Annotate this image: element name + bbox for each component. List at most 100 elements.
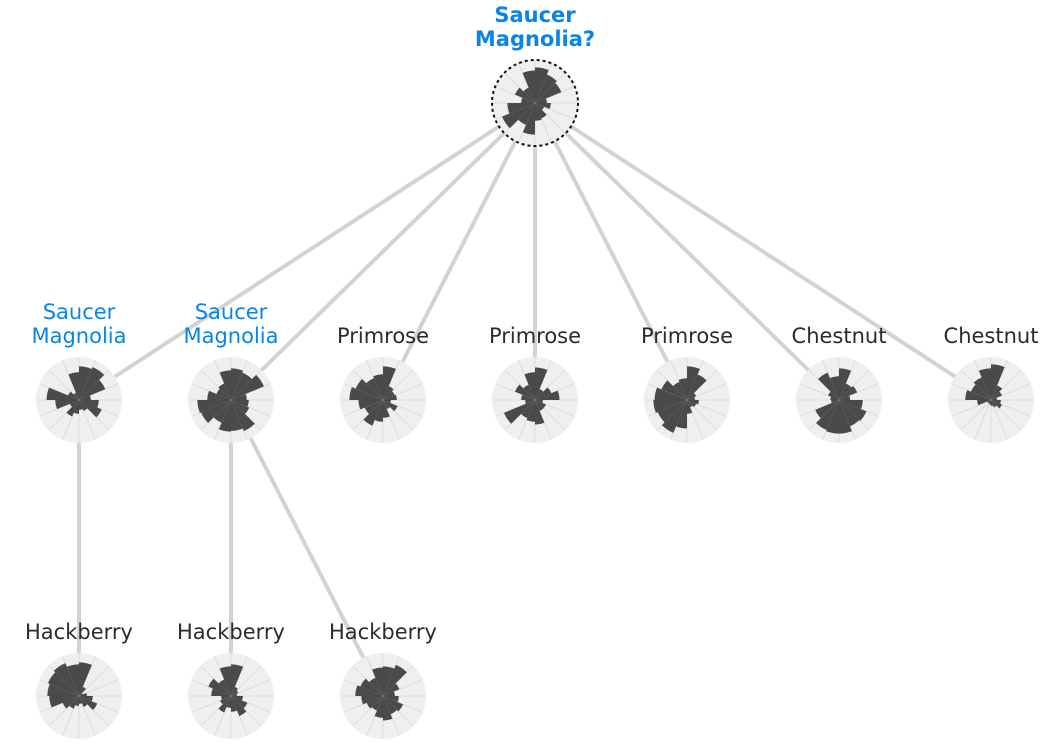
rose-wedge (231, 400, 243, 431)
rose-wedge (79, 696, 98, 710)
node-label: Hackberry (177, 620, 285, 644)
rose-wedge (687, 400, 693, 414)
rose-wedge (839, 400, 852, 434)
rose-wedge (79, 696, 93, 702)
rose-wedge (991, 400, 1002, 409)
rose-wedge (657, 400, 687, 423)
rose-wedge (525, 400, 535, 404)
rose-wedge (991, 400, 994, 406)
rose-wedge (383, 696, 397, 715)
tree-node[interactable]: Primrose (337, 324, 429, 443)
rose-wedge (219, 370, 231, 400)
rose-wedge (977, 400, 991, 406)
rose-wedge (374, 696, 383, 718)
edge-root-n3 (381, 101, 537, 402)
rose-wedge (987, 400, 991, 403)
rose-wedge (231, 368, 244, 400)
rose-wedge (213, 400, 231, 423)
rose-wedge (363, 400, 383, 426)
rose-wedge (79, 696, 88, 707)
rose-wedge (989, 400, 991, 405)
edge-n2-n10 (229, 398, 385, 698)
tree-node[interactable]: Primrose (489, 324, 581, 443)
rose-wedge (970, 384, 991, 400)
rose-wedge (816, 400, 839, 430)
tree-node[interactable]: Hackberry (329, 620, 437, 739)
selection-ring (491, 59, 579, 147)
tree-node[interactable]: Chestnut (944, 324, 1039, 443)
rose-wedge (383, 400, 391, 404)
rose-wedge (535, 103, 547, 119)
rose-wedge (526, 400, 535, 422)
node-label: Hackberry (25, 620, 133, 644)
rose-wedge (673, 381, 687, 400)
rose-wedge (839, 400, 863, 410)
rose-wedge (231, 393, 247, 400)
rose-wedge (383, 394, 397, 400)
rose-wedge (535, 103, 545, 110)
rose-wedge (514, 384, 535, 400)
rose-wedge (839, 386, 858, 400)
node-label: Primrose (641, 324, 733, 348)
rose-wedge (46, 387, 79, 400)
disc-spoke (974, 360, 992, 401)
node-label: Chestnut (792, 324, 887, 348)
rose-wedge (839, 368, 852, 400)
rose-wedge (687, 374, 707, 400)
rose-wedge (47, 672, 79, 696)
rose-wedge (79, 366, 92, 400)
disc-spoke (62, 695, 80, 736)
rose-wedge (383, 691, 395, 696)
rose-wedge (79, 395, 91, 400)
rose-wedge (524, 372, 535, 400)
rose-wedge (991, 364, 1005, 400)
rose-wedge (991, 391, 1002, 400)
rose-wedge (201, 400, 231, 423)
rose-wedge (211, 688, 231, 696)
tree-node[interactable]: Chestnut (792, 324, 887, 443)
rose-wedge (231, 372, 252, 400)
rose-wedge (360, 678, 383, 696)
disc-spoke (495, 399, 536, 417)
rose-wedge (69, 400, 79, 407)
rose-wedge (73, 400, 79, 414)
rose-wedge (523, 87, 535, 103)
disc-spoke (230, 679, 271, 697)
rose-wedge (355, 379, 383, 400)
disc-spoke (647, 383, 688, 401)
rose-wedge (826, 400, 839, 434)
disc-spoke (534, 360, 552, 401)
rose-wedge (522, 103, 535, 135)
rose-wedge (355, 685, 383, 696)
rose-wedge (535, 82, 562, 103)
tree-node[interactable]: Hackberry (25, 620, 133, 739)
edge-layer (77, 101, 993, 698)
rose-wedge (535, 389, 544, 400)
tree-node[interactable]: Primrose (641, 324, 733, 443)
disc-spoke (990, 383, 1031, 401)
rose-wedge (965, 390, 991, 400)
rose-wedge (383, 386, 394, 400)
rose-wedge (991, 400, 997, 408)
disc-spoke (534, 102, 552, 143)
rose-wedge (68, 372, 79, 400)
rose-wedge (373, 374, 383, 400)
rose-wedge (535, 400, 545, 425)
rose-wedge (53, 663, 79, 696)
rose-wedge (79, 400, 99, 408)
rose-wedge (218, 696, 231, 713)
rose-wedge (364, 400, 383, 414)
rose-wedge (361, 696, 383, 705)
rose-wedge (535, 400, 546, 409)
rose-wedge (231, 693, 237, 696)
rose-wedge (220, 696, 231, 705)
rose-wedge (349, 387, 383, 400)
tree-node[interactable]: Hackberry (177, 620, 285, 739)
disc-spoke (78, 399, 96, 440)
rose-wedge (79, 696, 83, 704)
